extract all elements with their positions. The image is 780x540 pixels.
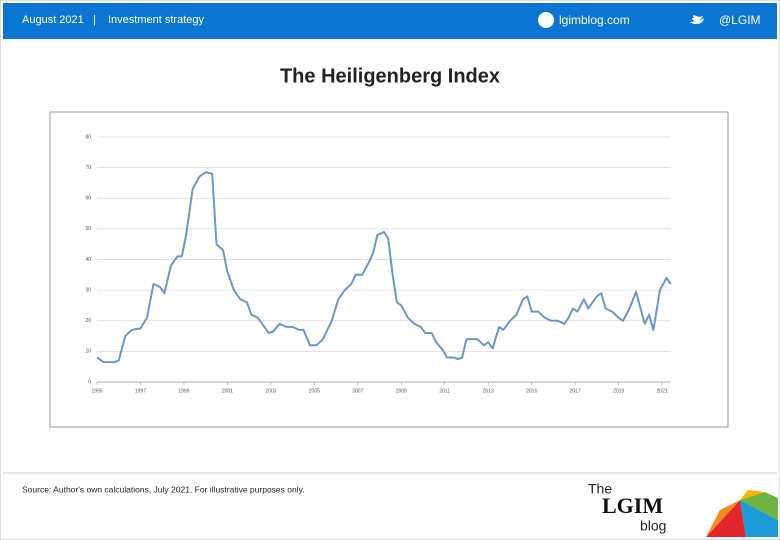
y-tick-label: 0 xyxy=(88,379,91,385)
x-tick-label: 2007 xyxy=(352,388,363,394)
source-note: Source: Author's own calculations, July … xyxy=(22,484,305,494)
header-twitter: @LGIM xyxy=(719,13,761,27)
y-tick-label: 10 xyxy=(85,349,91,355)
logo-brand: LGIM xyxy=(602,493,663,518)
chart-title: The Heiligenberg Index xyxy=(280,65,500,87)
header-separator: | xyxy=(93,14,96,26)
x-tick-label: 2003 xyxy=(265,388,276,394)
x-tick-label: 2017 xyxy=(570,388,581,394)
x-tick-label: 1997 xyxy=(135,388,146,394)
y-tick-label: 20 xyxy=(85,318,91,324)
header-section: Investment strategy xyxy=(108,14,204,26)
header-bar xyxy=(3,3,777,39)
x-tick-label: 2019 xyxy=(613,388,624,394)
logo-blog: blog xyxy=(640,518,666,534)
x-tick-label: 2005 xyxy=(309,388,320,394)
y-tick-label: 80 xyxy=(85,134,91,140)
twitter-icon xyxy=(690,15,704,24)
y-tick-label: 40 xyxy=(85,257,91,263)
logo-the: The xyxy=(588,481,612,497)
x-tick-label: 2021 xyxy=(657,388,668,394)
x-tick-label: 1995 xyxy=(91,388,102,394)
web-icon xyxy=(538,12,554,28)
logo-umbrella xyxy=(706,490,778,537)
y-tick-label: 50 xyxy=(85,226,91,232)
y-tick-label: 70 xyxy=(85,165,91,171)
y-tick-label: 60 xyxy=(85,196,91,202)
x-tick-label: 2013 xyxy=(483,388,494,394)
header-date: August 2021 xyxy=(22,14,84,26)
x-tick-label: 2015 xyxy=(526,388,537,394)
x-tick-label: 2009 xyxy=(396,388,407,394)
chart-frame xyxy=(49,111,729,428)
x-tick-label: 2011 xyxy=(439,388,450,394)
x-tick-label: 2001 xyxy=(222,388,233,394)
y-tick-label: 30 xyxy=(85,287,91,293)
data-line xyxy=(96,171,672,364)
x-tick-label: 1999 xyxy=(178,388,189,394)
header-website: lgimblog.com xyxy=(559,13,630,27)
